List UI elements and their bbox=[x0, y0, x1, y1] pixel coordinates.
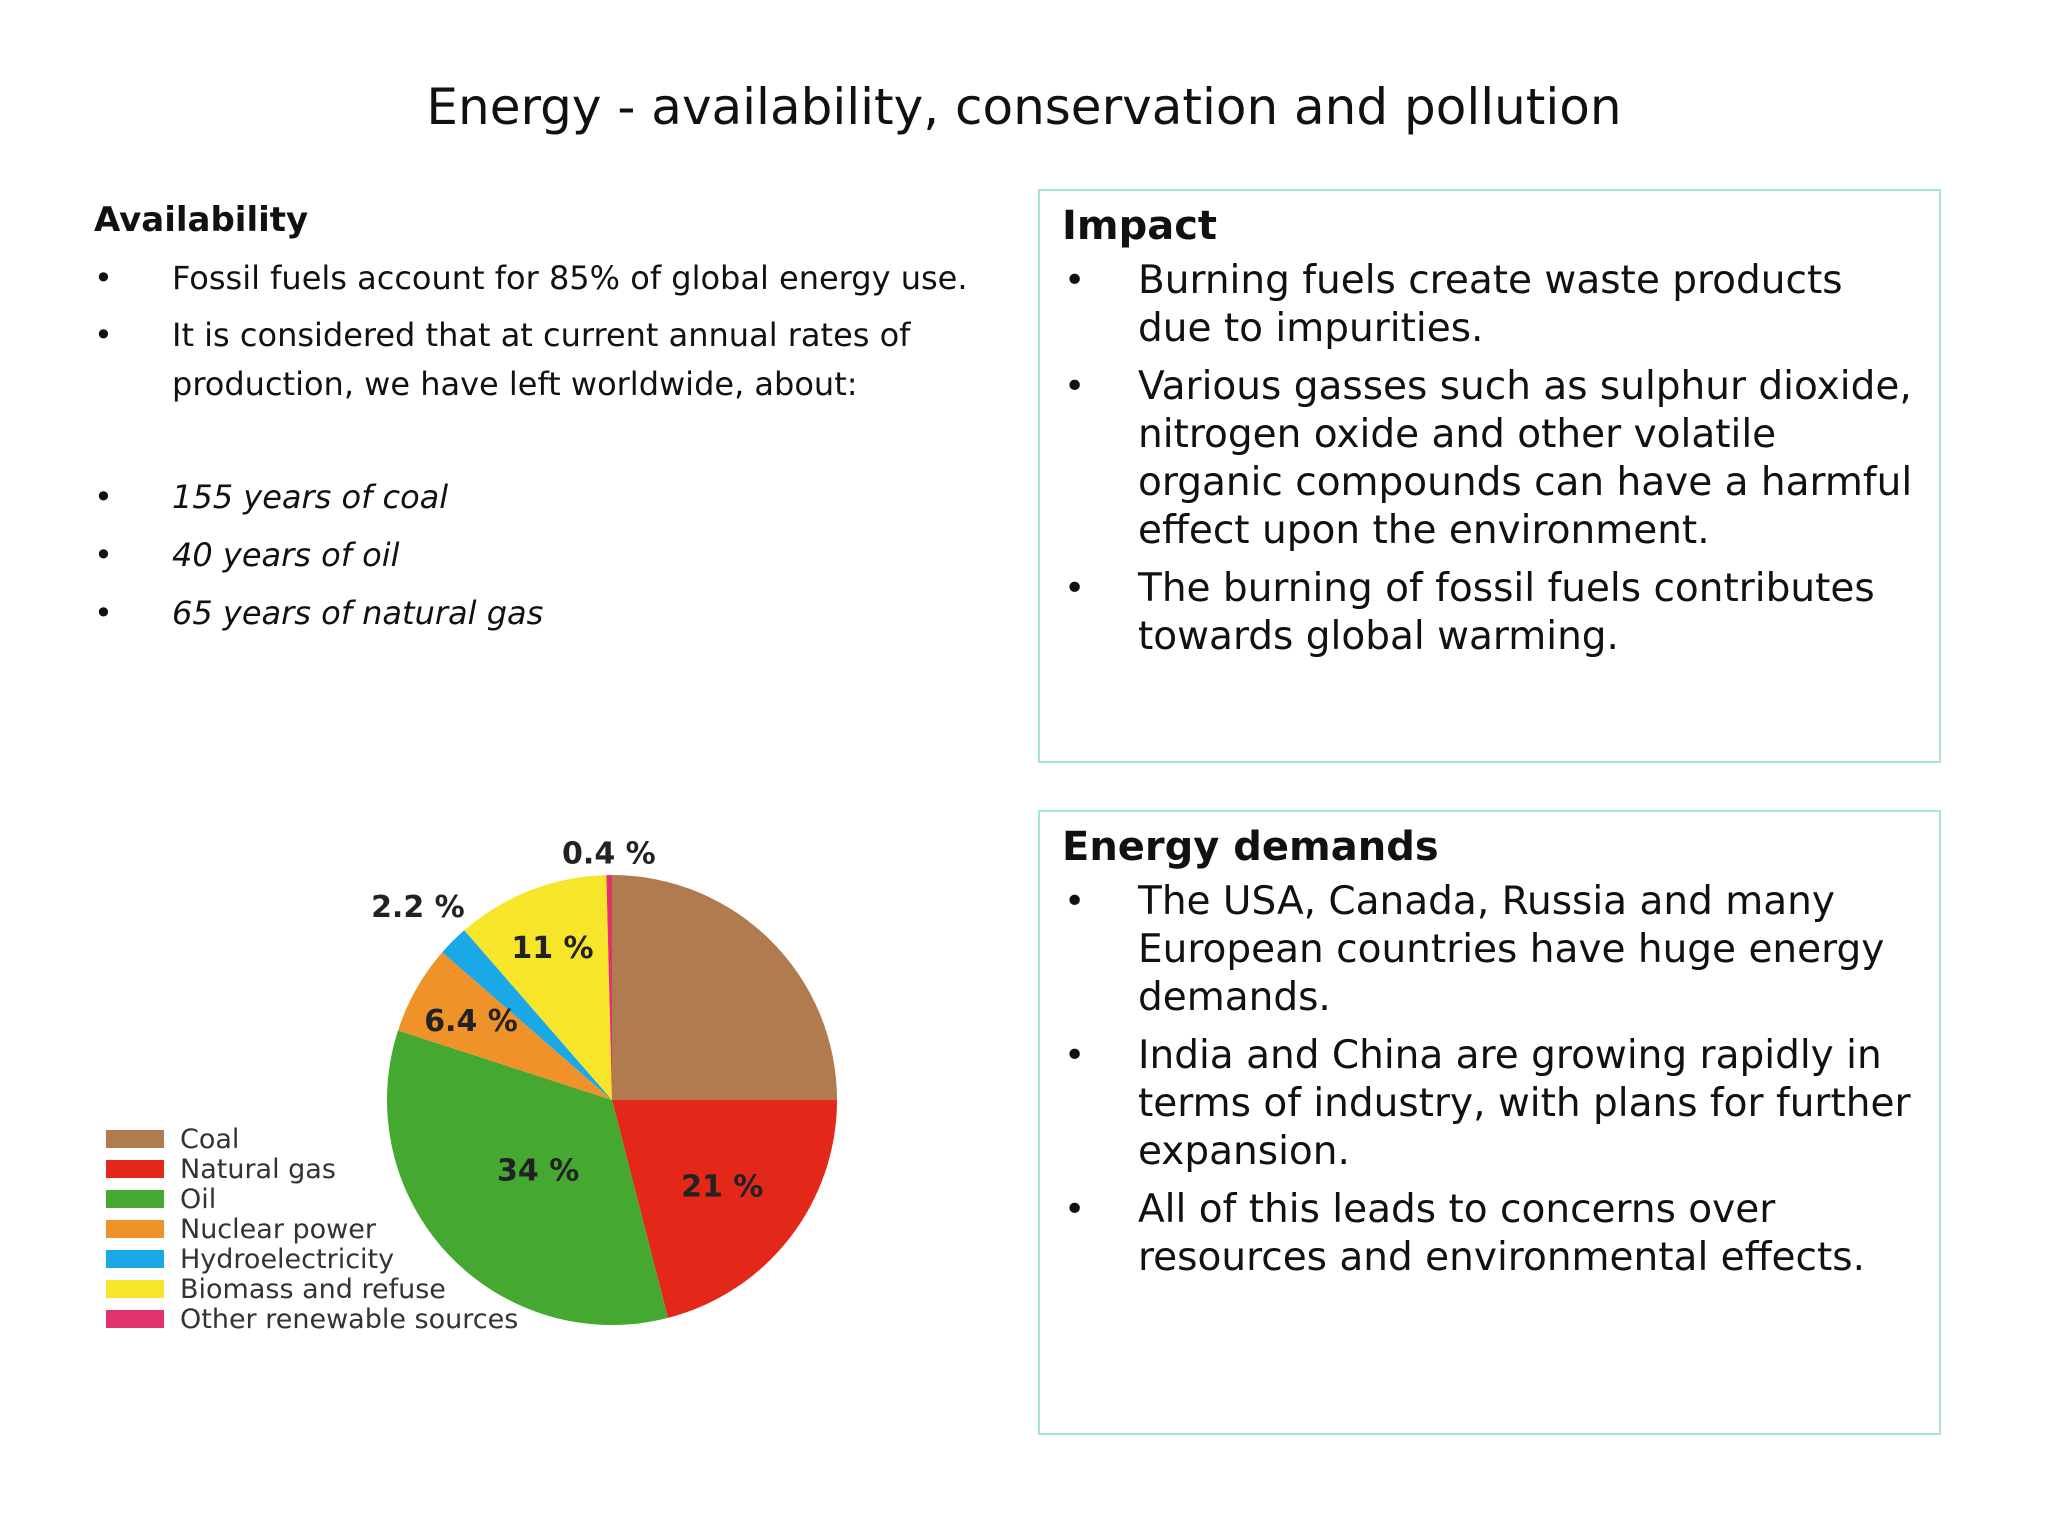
pie-data-label: 34 % bbox=[497, 1153, 579, 1188]
bullet-icon: • bbox=[94, 536, 113, 574]
bullet-icon: • bbox=[1064, 568, 1086, 609]
legend-swatch bbox=[106, 1310, 164, 1328]
legend-swatch bbox=[106, 1220, 164, 1238]
pie-slice-natural-gas bbox=[612, 1100, 837, 1318]
legend-swatch bbox=[106, 1250, 164, 1268]
list-item: • 65 years of natural gas bbox=[94, 589, 994, 638]
list-item: • Burning fuels create waste products due… bbox=[1064, 258, 1843, 351]
impact-heading: Impact bbox=[1062, 203, 1218, 249]
legend-swatch bbox=[106, 1160, 164, 1178]
legend-entry: Hydroelectricity bbox=[106, 1243, 518, 1275]
list-item: • India and China are growing rapidly in … bbox=[1064, 1033, 1911, 1174]
pie-slice-oil bbox=[387, 1030, 668, 1325]
reserves-list: • 155 years of coal • 40 years of oil • 65 … bbox=[94, 473, 994, 638]
legend-entry: Other renewable sources bbox=[106, 1303, 519, 1335]
list-item: • Fossil fuels account for 85% of global … bbox=[94, 254, 994, 303]
bullet-icon: • bbox=[1064, 260, 1086, 301]
page-title: Energy - availability, conservation and … bbox=[426, 78, 1622, 136]
list-item: • It is considered that at current annual… bbox=[94, 311, 994, 409]
legend-entry: Biomass and refuse bbox=[106, 1273, 518, 1305]
legend-entry: Nuclear power bbox=[106, 1213, 518, 1245]
legend-label: Coal bbox=[180, 1123, 240, 1155]
legend-entry: Oil bbox=[106, 1183, 518, 1215]
availability-list: • Fossil fuels account for 85% of global … bbox=[94, 254, 994, 409]
pie-data-label: 11 % bbox=[511, 931, 593, 966]
list-item: • 155 years of coal bbox=[94, 473, 994, 522]
pie-data-label: 21 % bbox=[681, 1170, 763, 1205]
energy-pie-chart: 21 % 34 % 6.4 % 2.2 % 11 % 0.4 % bbox=[371, 837, 837, 1325]
impact-box: Impact • Burning fuels create waste produ… bbox=[1038, 189, 1941, 763]
pie-data-label: 6.4 % bbox=[424, 1004, 518, 1039]
legend-entry: Coal bbox=[106, 1123, 518, 1155]
pie-slice-biomass-and-refuse bbox=[464, 875, 612, 1100]
legend-label: Other renewable sources bbox=[180, 1303, 519, 1335]
energy-demands-list: • The USA, Canada, Russia and many Europe… bbox=[1062, 878, 1917, 1282]
energy-demands-heading: Energy demands bbox=[1062, 824, 1439, 870]
pie-data-label: 0.4 % bbox=[562, 837, 656, 872]
legend-entry: Natural gas bbox=[106, 1153, 518, 1185]
bullet-icon: • bbox=[1064, 881, 1086, 922]
pie-slice-coal bbox=[612, 875, 837, 1100]
legend-label: Nuclear power bbox=[180, 1213, 376, 1245]
legend-label: Natural gas bbox=[180, 1153, 336, 1185]
bullet-icon: • bbox=[94, 316, 113, 354]
bullet-icon: • bbox=[94, 594, 113, 632]
energy-demands-box: Energy demands • The USA, Canada, Russia … bbox=[1038, 810, 1941, 1435]
bullet-icon: • bbox=[94, 259, 113, 297]
bullet-icon: • bbox=[1064, 1035, 1086, 1076]
availability-section: Availability • Fossil fuels account for 8… bbox=[94, 200, 994, 647]
bullet-icon: • bbox=[1064, 1189, 1086, 1230]
legend-label: Oil bbox=[180, 1183, 217, 1215]
chart-legend: Coal Natural gas Oil Nuclear power Hydroelec… bbox=[106, 1123, 519, 1335]
list-item: • All of this leads to concerns over reso… bbox=[1064, 1187, 1865, 1280]
list-item: • 40 years of oil bbox=[94, 531, 994, 580]
pie-slice-nuclear-power bbox=[398, 952, 612, 1100]
list-item: • The USA, Canada, Russia and many Europe… bbox=[1064, 879, 1885, 1020]
bullet-icon: • bbox=[94, 478, 113, 516]
pie-data-label: 2.2 % bbox=[371, 890, 465, 925]
legend-swatch bbox=[106, 1190, 164, 1208]
impact-list: • Burning fuels create waste products due… bbox=[1062, 257, 1917, 661]
pie-slice-other-renewable-sources bbox=[606, 875, 612, 1100]
bullet-icon: • bbox=[1064, 366, 1086, 407]
legend-swatch bbox=[106, 1280, 164, 1298]
legend-label: Biomass and refuse bbox=[180, 1273, 446, 1305]
list-item: • Various gasses such as sulphur dioxide,… bbox=[1064, 364, 1913, 553]
legend-label: Hydroelectricity bbox=[180, 1243, 395, 1275]
list-item: • The burning of fossil fuels contributes… bbox=[1064, 566, 1875, 659]
legend-swatch bbox=[106, 1130, 164, 1148]
pie-slice-hydroelectricity bbox=[442, 930, 612, 1100]
availability-heading: Availability bbox=[94, 200, 309, 240]
